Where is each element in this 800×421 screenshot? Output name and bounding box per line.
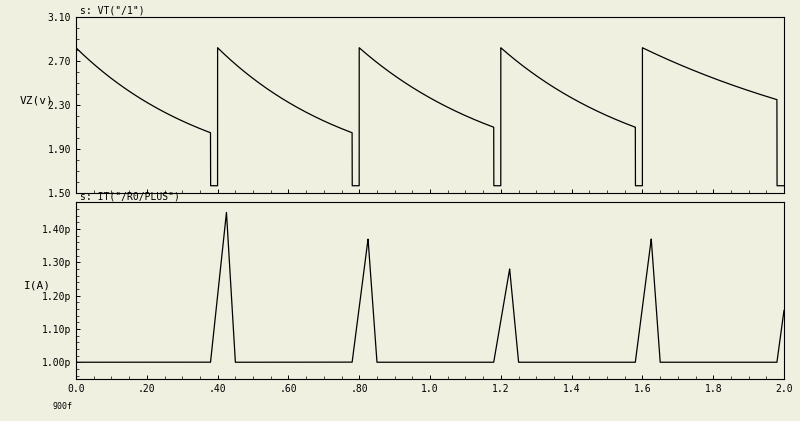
Text: 900f: 900f bbox=[53, 402, 73, 411]
Y-axis label: I(A): I(A) bbox=[23, 280, 50, 290]
Y-axis label: VZ(v): VZ(v) bbox=[20, 95, 54, 105]
Text: s: IT("/R0/PLUS"): s: IT("/R0/PLUS") bbox=[79, 192, 179, 201]
Text: s: VT("/1"): s: VT("/1") bbox=[79, 6, 144, 16]
